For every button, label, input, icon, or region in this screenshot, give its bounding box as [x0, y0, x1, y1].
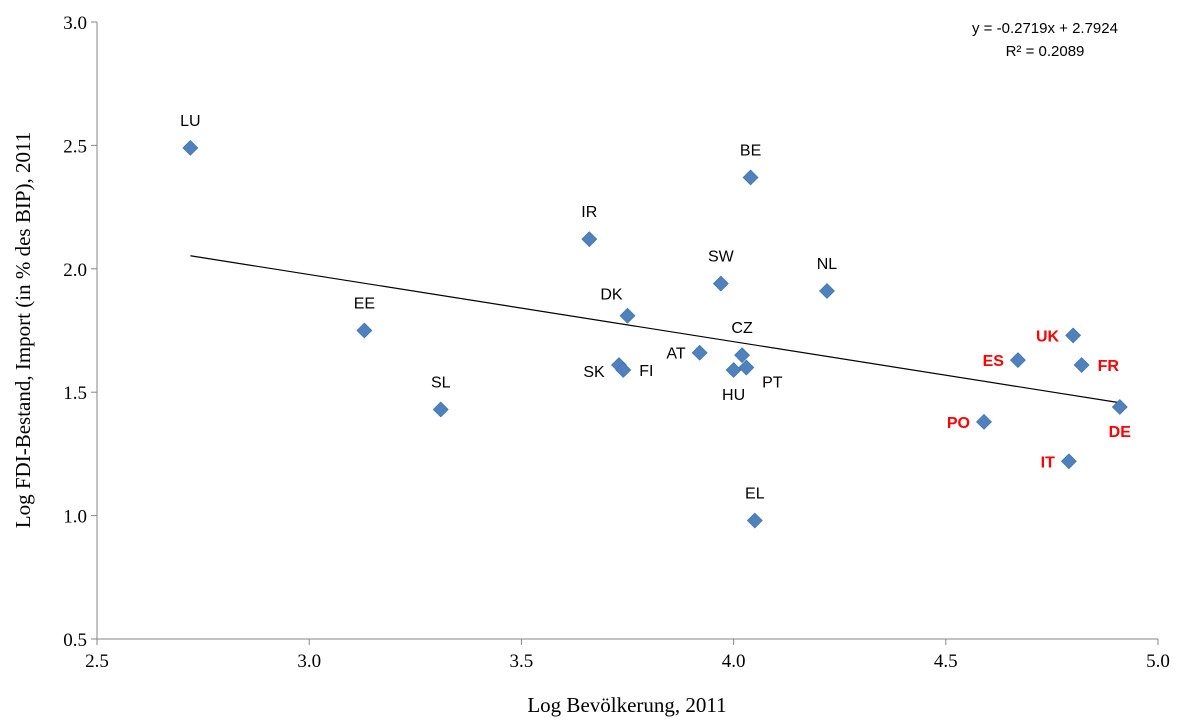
data-point-dk [619, 307, 636, 324]
data-point-de [1111, 399, 1128, 415]
point-label-hu: HU [722, 387, 745, 404]
y-tick-label: 0.5 [63, 630, 87, 651]
point-label-sw: SW [708, 249, 735, 266]
data-point-be [742, 169, 759, 186]
y-axis-ticks: 0.5 1.0 1.5 2.0 2.5 3.0 [63, 13, 97, 651]
point-label-ir: IR [581, 204, 597, 221]
point-label-ee: EE [354, 296, 375, 313]
trendline-r-squared: R² = 0.2089 [1006, 43, 1085, 60]
y-tick-label: 1.0 [63, 507, 87, 528]
data-point-ee [356, 322, 373, 339]
point-label-el: EL [745, 486, 765, 503]
y-tick-label: 2.5 [63, 136, 87, 157]
trendline [190, 255, 1120, 404]
data-point-at [691, 344, 708, 361]
trendline-group [190, 255, 1120, 404]
y-tick-label: 3.0 [63, 13, 87, 34]
x-tick-label: 3.5 [510, 651, 534, 672]
data-point-uk [1065, 327, 1082, 344]
point-label-fr: FR [1098, 358, 1120, 375]
point-label-sl: SL [431, 374, 451, 391]
data-point-lu [182, 139, 199, 156]
data-point-ir [581, 231, 598, 248]
point-label-uk: UK [1036, 328, 1060, 345]
x-tick-label: 3.0 [297, 651, 321, 672]
point-label-es: ES [983, 353, 1005, 370]
data-point-pt [738, 359, 755, 376]
data-point-fi [615, 362, 632, 378]
point-label-cz: CZ [731, 320, 753, 337]
point-label-fi: FI [639, 363, 653, 380]
point-label-de: DE [1109, 424, 1132, 441]
point-label-lu: LU [180, 113, 200, 130]
x-tick-label: 4.0 [722, 651, 746, 672]
data-point-es [1010, 352, 1026, 369]
data-point-nl [819, 283, 835, 299]
point-label-pt: PT [762, 375, 783, 392]
data-point-hu [725, 362, 742, 378]
data-point-el [746, 512, 763, 529]
point-label-dk: DK [600, 287, 623, 304]
y-tick-label: 2.0 [63, 260, 87, 281]
point-label-sk: SK [583, 364, 605, 381]
point-label-be: BE [740, 142, 761, 159]
axes [96, 22, 1158, 640]
point-labels: LU EE SL IR DK SK FI AT SW HU CZ PT BE EL NL PO ES IT UK FR… [180, 113, 1131, 503]
x-axis-title: Log Bevölkerung, 2011 [527, 693, 726, 717]
data-point-fr [1073, 357, 1090, 373]
x-axis-ticks: 2.5 3.0 3.5 4.0 4.5 5.0 [85, 639, 1170, 672]
data-point-cz [734, 347, 751, 364]
data-point-po [976, 413, 992, 430]
y-axis-title: Log FDI-Bestand, Import (in % des BIP), … [11, 132, 35, 528]
point-label-at: AT [666, 346, 685, 363]
data-point-sl [432, 401, 449, 418]
data-point-it [1060, 453, 1077, 470]
trendline-equation: y = -0.2719x + 2.7924 [972, 20, 1118, 37]
y-tick-label: 1.5 [63, 383, 87, 404]
point-label-it: IT [1041, 454, 1055, 471]
x-tick-label: 4.5 [934, 651, 958, 672]
data-point-sw [712, 275, 729, 292]
point-label-nl: NL [817, 256, 838, 273]
x-tick-label: 5.0 [1146, 651, 1170, 672]
x-tick-label: 2.5 [85, 651, 109, 672]
data-points [182, 139, 1128, 529]
point-label-po: PO [947, 415, 970, 432]
